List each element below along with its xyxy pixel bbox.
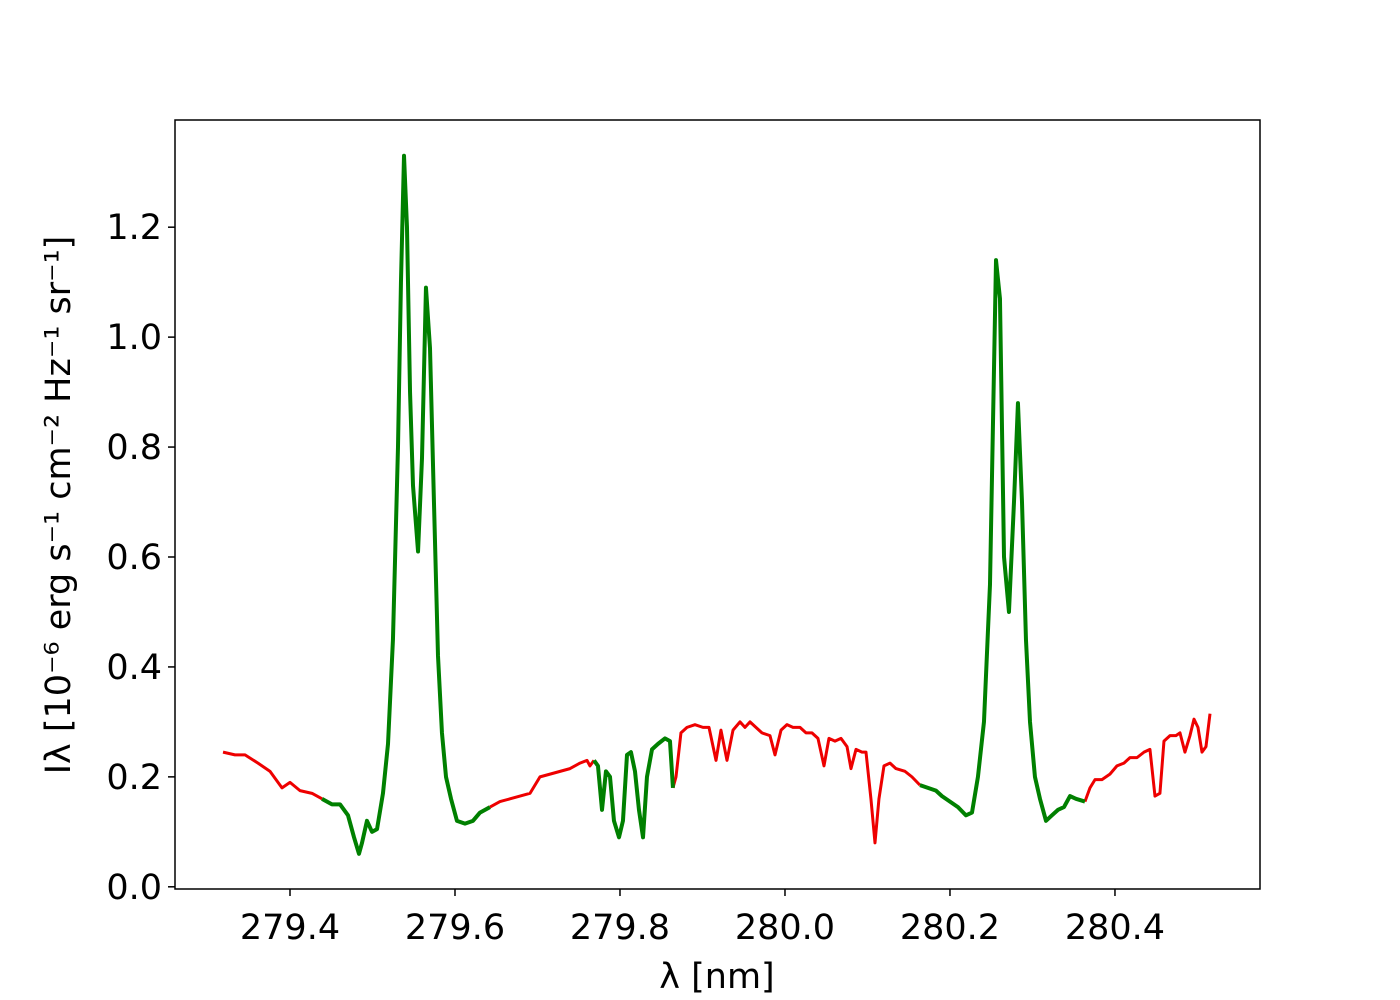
x-tick-label: 279.6 — [405, 908, 505, 948]
y-tick-label: 0.2 — [106, 758, 162, 798]
y-tick-label: 0.0 — [106, 868, 162, 908]
spectrum-line — [321, 153, 1086, 856]
y-tick-label: 1.0 — [106, 318, 162, 358]
x-axis-label: λ [nm] — [659, 957, 774, 997]
plot-frame — [174, 119, 1261, 890]
x-tick-label: 280.2 — [900, 908, 1000, 948]
x-tick-label: 280.4 — [1065, 908, 1165, 948]
y-tick-label: 0.8 — [106, 428, 162, 468]
y-tick-label: 1.2 — [106, 208, 162, 248]
x-tick-label: 279.8 — [570, 908, 670, 948]
y-tick-label: 0.4 — [106, 648, 162, 688]
y-axis-label: Iλ [10⁻⁶ erg s⁻¹ cm⁻² Hz⁻¹ sr⁻¹] — [39, 236, 79, 775]
x-tick-label: 280.0 — [735, 908, 835, 948]
x-tick-label: 279.4 — [240, 908, 340, 948]
y-tick-label: 0.6 — [106, 538, 162, 578]
spectrum-line — [222, 713, 1212, 845]
